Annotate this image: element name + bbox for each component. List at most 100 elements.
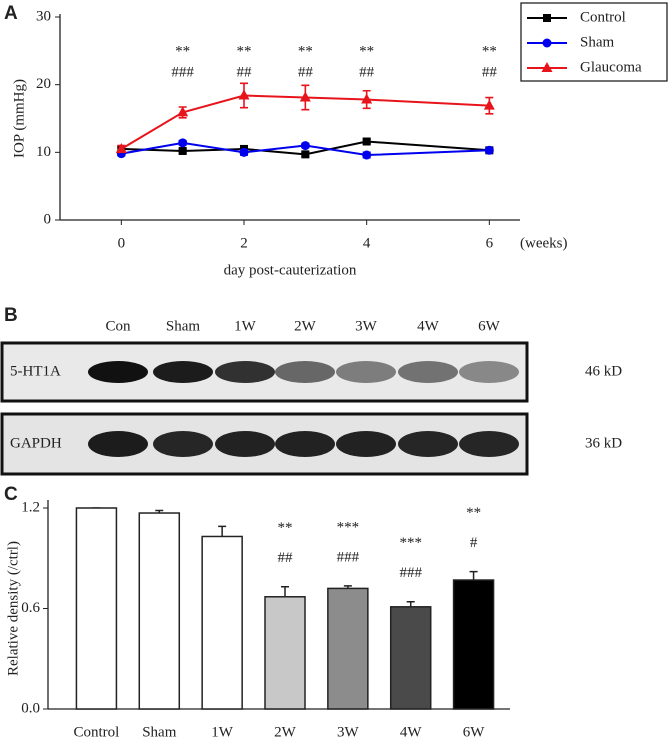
- bar: [389, 606, 432, 710]
- bar: [452, 579, 495, 710]
- marker: [300, 141, 310, 151]
- band: [153, 361, 213, 383]
- lane-label: 3W: [355, 318, 378, 334]
- annotation: ***: [399, 535, 422, 551]
- lane-label: Sham: [166, 318, 201, 334]
- row-label: 5-HT1A: [10, 363, 61, 379]
- y-tick-label: 10: [36, 144, 51, 160]
- x-tick-label: Sham: [142, 724, 177, 740]
- error-bar: [218, 525, 227, 537]
- band: [275, 431, 335, 457]
- legend-marker: [543, 14, 551, 22]
- series-line: [121, 141, 490, 157]
- annotation: ###: [399, 565, 422, 581]
- marker: [483, 99, 495, 110]
- annotation: ***: [337, 519, 360, 535]
- band: [88, 431, 148, 457]
- row-label: GAPDH: [10, 435, 62, 451]
- lane-label: 6W: [478, 318, 501, 334]
- marker: [361, 93, 373, 104]
- y-tick-label: 20: [36, 76, 51, 92]
- y-tick-label: 1.2: [21, 499, 40, 515]
- annotation: **: [237, 43, 252, 59]
- annotation: **: [466, 505, 481, 521]
- marker: [362, 150, 372, 160]
- band: [398, 431, 458, 457]
- band: [215, 431, 275, 457]
- band: [215, 361, 275, 383]
- series-line: [121, 140, 490, 156]
- size-label: 46 kD: [585, 363, 622, 379]
- lane-label: 2W: [294, 318, 317, 334]
- legend-marker: [541, 62, 553, 72]
- marker: [178, 146, 187, 155]
- x-tick-label: 4: [363, 235, 371, 251]
- y-axis-label: Relative density (/ctrl): [5, 541, 21, 676]
- bar: [327, 587, 369, 710]
- x-tick-label: 1W: [211, 724, 234, 740]
- lane-label: 1W: [234, 318, 257, 334]
- panel-label: C: [4, 484, 18, 505]
- lane-label: 4W: [417, 318, 440, 334]
- y-tick-label: 0.6: [21, 600, 40, 616]
- marker: [362, 137, 371, 146]
- band: [398, 361, 458, 383]
- x-tick-label: 4W: [400, 724, 423, 740]
- annotation: ##: [359, 64, 375, 80]
- size-label: 36 kD: [585, 435, 622, 451]
- marker: [484, 145, 494, 155]
- x-tick-label: 2W: [274, 724, 297, 740]
- y-tick-label: 0: [44, 211, 52, 227]
- marker: [177, 106, 189, 117]
- legend-box: [520, 2, 668, 82]
- x-tick-label: 6: [486, 235, 494, 251]
- annotation: **: [278, 520, 293, 536]
- y-tick-label: 0.0: [21, 700, 40, 716]
- marker: [115, 142, 127, 153]
- marker: [239, 147, 249, 157]
- bar: [75, 507, 118, 710]
- band: [275, 361, 335, 383]
- marker: [299, 91, 311, 102]
- marker: [301, 150, 310, 159]
- panel-label: A: [4, 3, 18, 24]
- band: [88, 361, 148, 383]
- x-unit: (weeks): [520, 235, 567, 251]
- marker: [238, 89, 250, 100]
- annotation: ###: [171, 64, 194, 80]
- x-tick-label: 6W: [463, 724, 486, 740]
- bar: [138, 512, 181, 710]
- x-tick-label: 3W: [337, 724, 360, 740]
- x-axis-label: day post-cauterization: [224, 262, 357, 278]
- annotation: ###: [337, 549, 360, 565]
- annotation: ##: [482, 64, 498, 80]
- annotation: **: [298, 43, 313, 59]
- legend-marker: [542, 38, 552, 48]
- y-tick-label: 30: [36, 8, 51, 24]
- bar: [201, 535, 243, 710]
- legend-label: Control: [580, 9, 626, 25]
- legend-label: Glaucoma: [580, 59, 642, 75]
- x-tick-label: Control: [74, 724, 120, 740]
- legend-label: Sham: [580, 34, 615, 50]
- error-bar: [406, 601, 415, 607]
- annotation: **: [482, 43, 497, 59]
- error-bar: [469, 570, 478, 581]
- annotation: ##: [237, 64, 253, 80]
- x-tick-label: 2: [240, 235, 248, 251]
- x-tick-label: 0: [118, 235, 126, 251]
- annotation: ##: [278, 550, 294, 566]
- marker: [178, 138, 188, 148]
- annotation: **: [175, 43, 190, 59]
- panel-label: B: [4, 305, 18, 326]
- bar: [264, 596, 306, 710]
- y-axis-label: IOP (mmHg): [11, 79, 27, 158]
- annotation: ##: [298, 64, 314, 80]
- annotation: **: [359, 43, 374, 59]
- band: [336, 361, 396, 383]
- band: [336, 431, 396, 457]
- lane-label: Con: [105, 318, 131, 334]
- series-line: [120, 94, 490, 150]
- error-bar: [281, 585, 289, 597]
